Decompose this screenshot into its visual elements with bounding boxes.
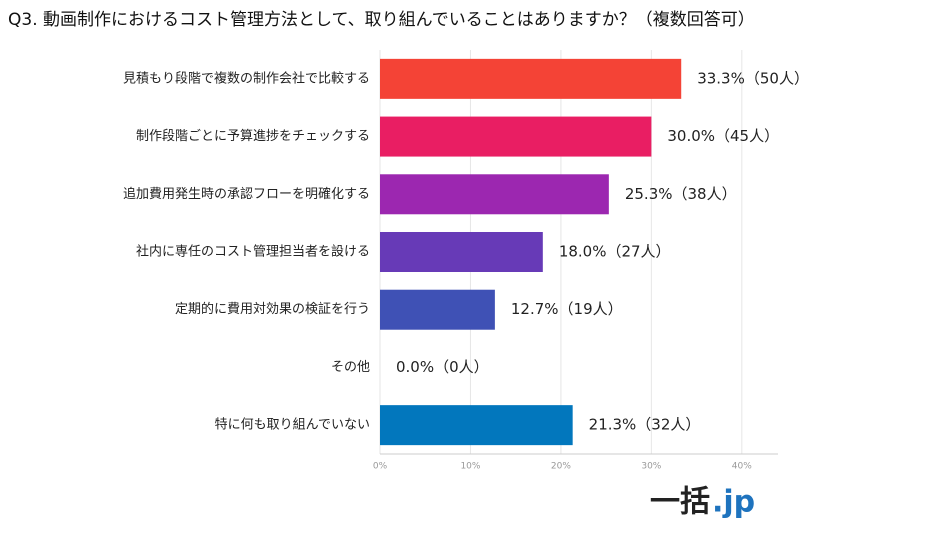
x-tick-label: 0%	[373, 462, 388, 472]
logo-suffix: .jp	[712, 485, 755, 520]
bar	[380, 289, 495, 330]
value-label: 21.3%（32人）	[589, 416, 701, 434]
value-label: 12.7%（19人）	[511, 300, 623, 318]
bar	[380, 116, 652, 157]
x-tick-label: 40%	[732, 462, 752, 472]
value-label: 18.0%（27人）	[559, 243, 671, 261]
category-label: 見積もり段階で複数の制作会社で比較する	[123, 70, 370, 86]
chart-title: Q3. 動画制作におけるコスト管理方法として、取り組んでいることはありますか？（…	[8, 10, 755, 30]
x-tick-label: 30%	[641, 462, 661, 472]
bar	[380, 232, 543, 272]
x-tick-label: 10%	[460, 462, 480, 472]
value-label: 30.0%（45人）	[667, 127, 779, 145]
x-tick-label: 20%	[551, 462, 571, 472]
category-label: 特に何も取り組んでいない	[215, 417, 370, 433]
bar	[380, 174, 609, 215]
category-label: その他	[331, 360, 370, 375]
category-label: 追加費用発生時の承認フローを明確化する	[123, 186, 370, 202]
bar	[380, 58, 682, 99]
category-label: 制作段階ごとに予算進捗をチェックする	[136, 128, 370, 144]
logo-main: 一括	[650, 485, 710, 520]
category-label: 定期的に費用対効果の検証を行う	[175, 301, 370, 317]
value-label: 33.3%（50人）	[697, 69, 809, 87]
value-label: 0.0%（0人）	[396, 358, 489, 376]
category-label: 社内に専任のコスト管理担当者を設ける	[136, 244, 370, 260]
value-label: 25.3%（38人）	[625, 185, 737, 203]
bar	[380, 405, 573, 446]
